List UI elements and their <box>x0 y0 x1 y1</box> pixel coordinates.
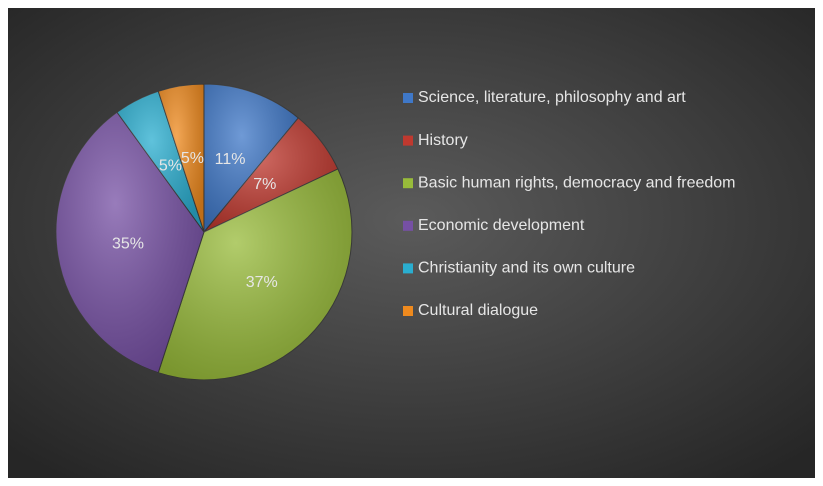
data-label: 37% <box>246 274 278 291</box>
legend-entry: Science, literature, philosophy and art <box>418 89 686 106</box>
data-label: 5% <box>181 150 204 167</box>
legend-entry: Economic development <box>418 217 585 234</box>
slice-shading <box>158 168 353 381</box>
data-label: 5% <box>159 157 182 174</box>
data-label: 7% <box>253 176 276 193</box>
legend-entry: History <box>418 132 468 149</box>
legend-entry: Christianity and its own culture <box>418 260 635 277</box>
legend-marker <box>403 93 413 103</box>
data-label: 11% <box>215 151 246 168</box>
slice-shading <box>55 112 204 373</box>
legend-marker <box>403 306 413 316</box>
data-label: 35% <box>112 235 144 252</box>
slice-shading <box>204 84 299 232</box>
legend-marker <box>403 178 413 189</box>
legend-marker <box>403 220 413 231</box>
slice-shading <box>117 91 204 232</box>
slice-shading <box>158 84 204 232</box>
legend-entry: Cultural dialogue <box>418 302 538 319</box>
legend-marker <box>403 135 413 146</box>
slice-shading <box>204 117 338 232</box>
legend-entry: Basic human rights, democracy and freedo… <box>418 174 735 191</box>
legend-marker <box>403 263 413 274</box>
